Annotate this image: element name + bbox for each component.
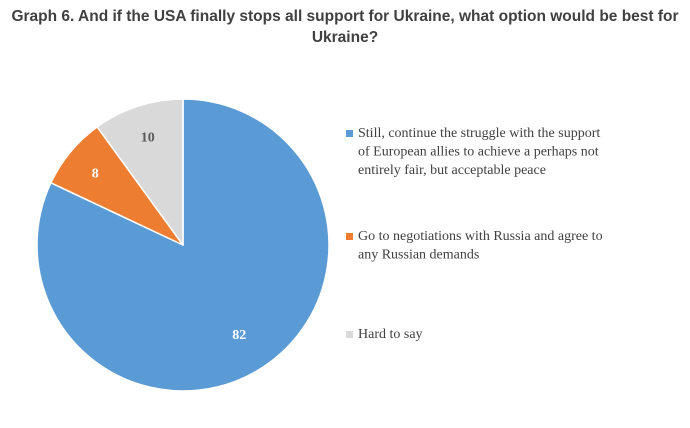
legend-swatch (346, 233, 353, 240)
legend-swatch (346, 331, 353, 338)
chart-title-line-2: Ukraine? (311, 29, 379, 46)
legend-item-hard-to-say: Hard to say (346, 327, 423, 342)
legend-item-continue-struggle: Still, continue the struggle with the su… (346, 126, 600, 178)
legend-label-line: Go to negotiations with Russia and agree… (358, 229, 603, 244)
chart-title-line-1: Graph 6. And if the USA finally stops al… (11, 8, 679, 25)
data-label-hard-to-say: 10 (141, 131, 155, 146)
legend-label-line: of European allies to achieve a perhaps … (358, 145, 599, 160)
legend-label-line: Hard to say (358, 327, 423, 342)
data-label-continue-struggle: 82 (232, 328, 246, 343)
legend-label-line: Still, continue the struggle with the su… (358, 126, 600, 141)
chart-title: Graph 6. And if the USA finally stops al… (0, 6, 690, 48)
legend-swatch (346, 130, 353, 137)
legend: Still, continue the struggle with the su… (346, 126, 603, 342)
data-label-negotiations: 8 (92, 166, 99, 181)
pie-data-labels: 82 8 10 (92, 131, 247, 343)
legend-item-negotiations: Go to negotiations with Russia and agree… (346, 229, 603, 263)
legend-label-line: any Russian demands (358, 248, 479, 263)
pie-slices (36, 98, 330, 392)
legend-label-line: entirely fair, but acceptable peace (358, 163, 546, 178)
slice-hard-to-say (96, 98, 184, 246)
